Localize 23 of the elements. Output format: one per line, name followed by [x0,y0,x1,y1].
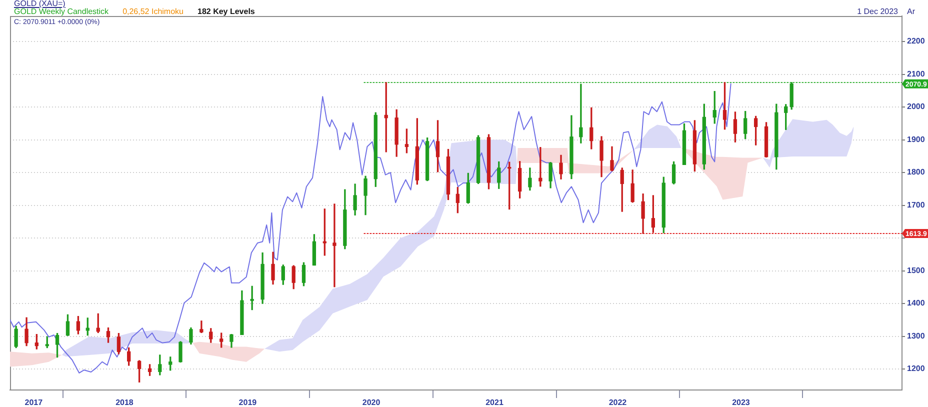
x-tick-label: 2022 [608,398,628,407]
text: 182 Key Levels [198,7,255,16]
chart-title: GOLD (XAU=) [14,0,66,8]
y-axis-title: Ar [907,7,915,16]
x-tick-label: 2021 [486,398,504,407]
y-tick-label: 1300 [907,331,926,340]
text: 1 Dec 2023 [857,7,898,16]
text: GOLD Weekly Candlestick [14,7,109,16]
x-tick-label: 2018 [116,398,134,407]
y-tick-label: 2200 [907,36,926,46]
x-tick-label: 2017 [24,398,44,407]
y-tick-label: 1700 [907,200,926,210]
text: 0,26,52 Ichimoku [122,7,184,16]
y-tick-label: 2000 [907,102,926,112]
x-tick-label: 2023 [732,398,750,407]
y-tick-label: 1800 [907,168,926,177]
y-tick-label: 2100 [907,69,926,78]
x-tick-label: 2019 [238,398,258,407]
x-tick-label: 2020 [362,398,381,407]
y-tick-label: 1900 [907,134,926,144]
y-tick-label: 1200 [907,364,926,374]
y-tick-label: 1400 [907,298,926,308]
y-tick-label: 1500 [907,266,926,275]
